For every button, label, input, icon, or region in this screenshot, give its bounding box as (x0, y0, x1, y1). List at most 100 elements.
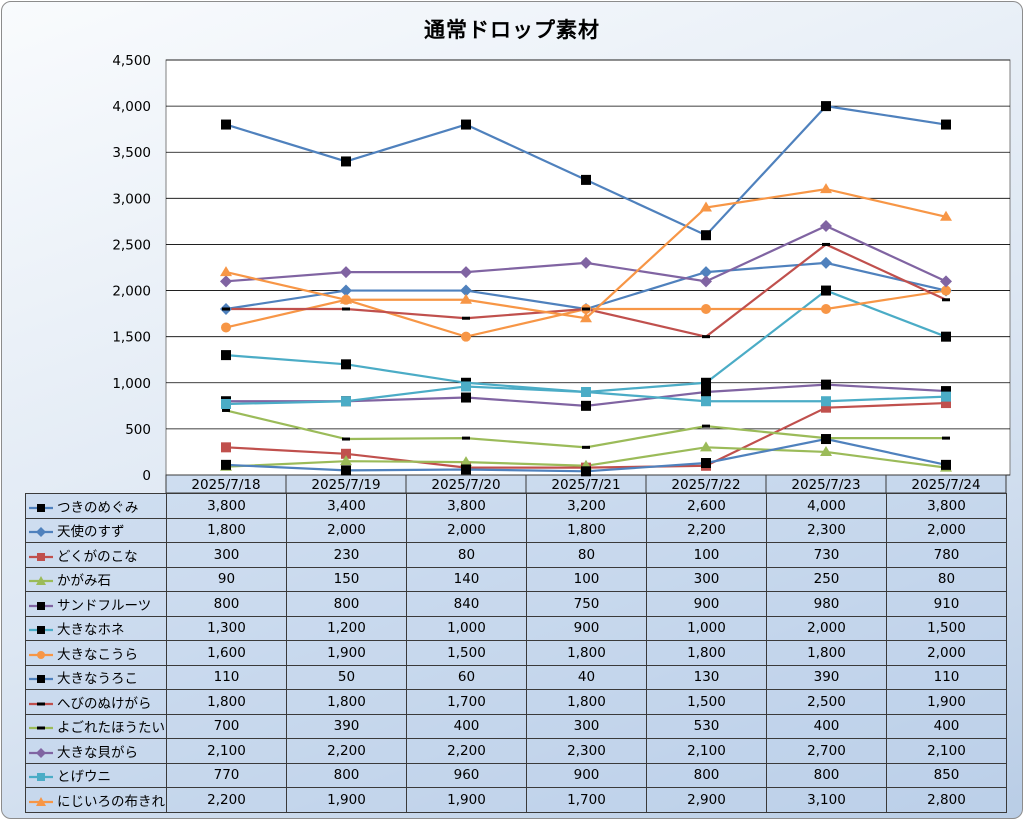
data-point (461, 464, 471, 475)
x-tick-label: 2025/7/18 (191, 477, 260, 493)
data-point (821, 379, 831, 390)
x-tick-label: 2025/7/21 (551, 477, 620, 493)
data-point (462, 316, 470, 320)
data-cell: 1,000 (646, 615, 767, 641)
y-tick-label: 2,000 (112, 284, 151, 300)
legend-entry: 大きなこうら (25, 640, 167, 666)
data-cell: 1,800 (646, 640, 767, 666)
x-tick-label: 2025/7/23 (791, 477, 860, 493)
data-point (221, 398, 231, 409)
data-cell: 1,600 (166, 640, 287, 666)
data-point (581, 400, 591, 411)
data-point (941, 331, 951, 342)
data-cell: 1,800 (286, 689, 407, 715)
series-name: 大きな貝がら (57, 744, 138, 761)
y-tick-label: 0 (142, 468, 151, 484)
data-point (821, 101, 831, 112)
data-point (340, 455, 352, 466)
legend-key (29, 675, 53, 684)
data-point (940, 210, 952, 221)
y-tick-label: 1,500 (112, 330, 151, 346)
data-cell: 2,200 (406, 738, 527, 764)
data-cell: 2,200 (286, 738, 407, 764)
y-tick-label: 3,500 (112, 145, 151, 161)
data-cell: 730 (766, 542, 887, 568)
data-cell: 230 (286, 542, 407, 568)
data-cell: 400 (406, 713, 527, 739)
legend-marker (37, 675, 45, 684)
x-tick-label: 2025/7/24 (911, 477, 980, 493)
legend-marker (37, 503, 45, 512)
y-tick-label: 4,500 (112, 53, 151, 69)
data-cell: 3,100 (766, 787, 887, 813)
legend-entry: へびのぬけがら (25, 689, 167, 715)
x-tick-label: 2025/7/19 (311, 477, 380, 493)
data-point (941, 285, 951, 296)
data-point (340, 266, 352, 279)
data-cell: 2,200 (166, 787, 287, 813)
legend-marker (36, 576, 46, 586)
data-point (460, 456, 472, 467)
data-point (340, 293, 352, 304)
data-point (460, 266, 472, 279)
data-cell: 300 (646, 566, 767, 592)
x-tick-label: 2025/7/22 (671, 477, 740, 493)
legend-entry: 天使のすず (25, 517, 167, 543)
data-cell: 1,900 (406, 787, 527, 813)
data-point (341, 396, 351, 407)
data-point (701, 230, 711, 241)
data-cell: 1,500 (886, 615, 1007, 641)
data-cell: 800 (766, 762, 887, 788)
data-point (221, 350, 231, 361)
data-cell: 800 (286, 591, 407, 617)
table-row: つきのめぐみ 3,800 3,400 3,800 3,200 2,600 4,000 3,80… (25, 493, 1007, 519)
legend-marker (37, 702, 45, 706)
y-tick-label: 2,500 (112, 237, 151, 253)
legend-key (29, 796, 53, 806)
data-cell: 3,800 (166, 493, 287, 519)
table-row: 大きな貝がら 2,100 2,200 2,200 2,300 2,100 2,700 2,10… (25, 738, 1007, 764)
data-cell: 40 (526, 664, 647, 690)
chart-title: 通常ドロップ素材 (424, 18, 600, 42)
x-category-cell (885, 474, 1007, 494)
table-row: どくがのこな 300 230 80 80 100 730 780 (25, 542, 1007, 568)
data-cell: 110 (886, 664, 1007, 690)
data-cell: 800 (166, 591, 287, 617)
data-cell: 80 (406, 542, 527, 568)
data-cell: 980 (766, 591, 887, 617)
data-point (700, 275, 712, 288)
data-point (821, 396, 831, 407)
data-cell: 800 (646, 762, 767, 788)
legend-key (29, 626, 53, 635)
data-point (341, 156, 351, 167)
data-cell: 100 (526, 566, 647, 592)
y-tick-label: 3,000 (112, 191, 151, 207)
data-cell: 1,000 (406, 615, 527, 641)
data-point (461, 119, 471, 130)
data-point (581, 466, 591, 477)
legend-marker (37, 773, 45, 782)
legend-key (29, 702, 53, 706)
data-cell: 2,100 (646, 738, 767, 764)
data-point (942, 436, 950, 440)
legend-entry: 大きなホネ (25, 615, 167, 641)
data-point (941, 459, 951, 470)
table-row: 大きなこうら 1,600 1,900 1,500 1,800 1,800 1,800 2,00… (25, 640, 1007, 666)
data-point (820, 183, 832, 194)
data-point (820, 220, 832, 232)
data-point (221, 442, 231, 453)
legend-key (29, 773, 53, 782)
table-row: とげウニ 770 800 960 900 800 800 850 (25, 762, 1007, 788)
series-name: かがみ石 (57, 573, 111, 590)
data-cell: 800 (286, 762, 407, 788)
data-cell: 960 (406, 762, 527, 788)
series-name: 天使のすず (57, 524, 125, 541)
data-cell: 1,800 (166, 517, 287, 543)
legend-marker (37, 626, 45, 635)
legend-entry: つきのめぐみ (25, 493, 167, 519)
data-point (821, 402, 831, 413)
x-tick-label: 2025/7/20 (431, 477, 500, 493)
table-row: サンドフルーツ 800 800 840 750 900 980 910 (25, 591, 1007, 617)
data-point (701, 377, 711, 388)
data-cell: 1,500 (646, 689, 767, 715)
